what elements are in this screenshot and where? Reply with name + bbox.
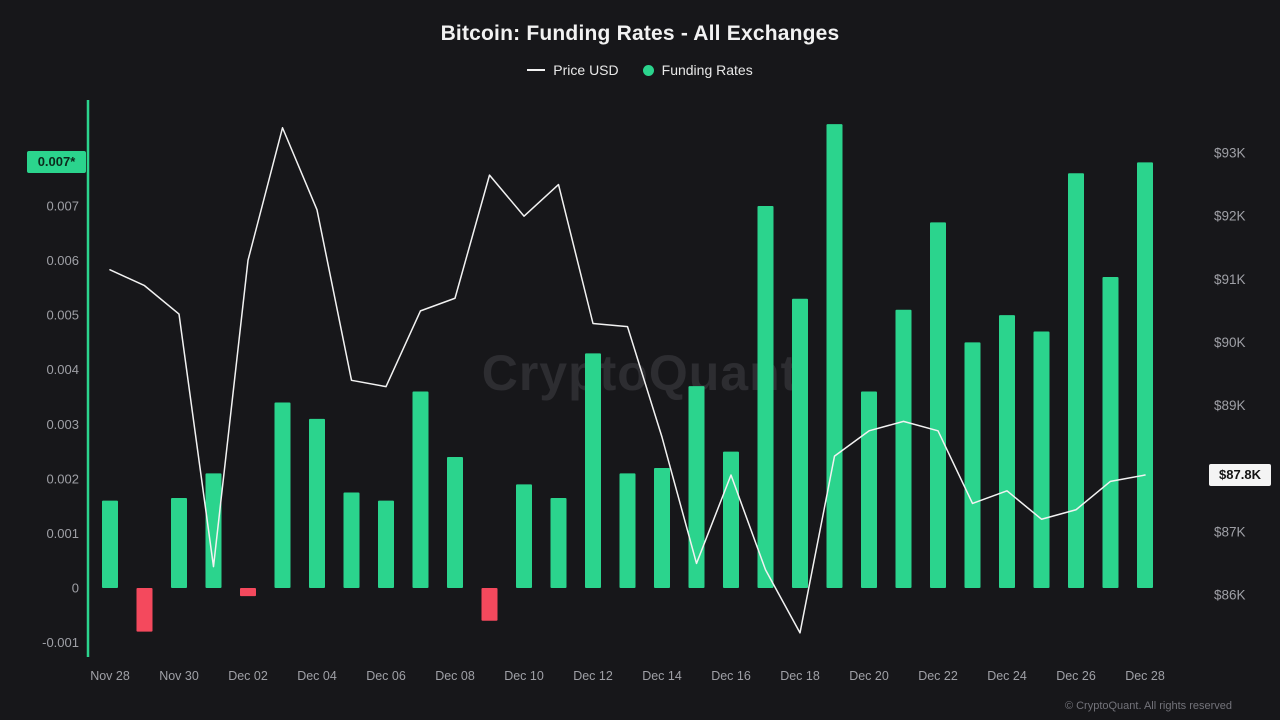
funding-current-badge: 0.007* — [27, 151, 86, 174]
right-axis-tick: $86K — [1214, 588, 1246, 603]
right-axis-tick: $90K — [1214, 335, 1246, 350]
legend-label-funding: Funding Rates — [661, 62, 753, 78]
chart-title: Bitcoin: Funding Rates - All Exchanges — [440, 22, 840, 45]
funding-bar — [826, 124, 843, 589]
funding-bar — [343, 492, 360, 588]
left-axis-tick: 0.001 — [46, 526, 79, 541]
x-axis-tick: Dec 14 — [642, 669, 682, 683]
funding-bar — [688, 386, 705, 588]
funding-bar — [1137, 162, 1153, 589]
x-axis-tick: Dec 24 — [987, 669, 1027, 683]
price-line-swatch-icon — [527, 69, 546, 71]
price-line — [109, 127, 1146, 634]
funding-bar — [412, 391, 429, 588]
x-axis-tick: Nov 28 — [90, 669, 130, 683]
funding-bar — [757, 206, 774, 589]
x-axis-tick: Dec 06 — [366, 669, 406, 683]
x-axis-tick: Dec 28 — [1125, 669, 1165, 683]
right-axis-tick: $93K — [1214, 146, 1246, 161]
right-axis-tick: $87K — [1214, 524, 1246, 539]
left-axis-tick: 0.002 — [46, 471, 79, 486]
funding-bar — [516, 484, 532, 588]
funding-bar — [723, 451, 739, 588]
left-axis-tick: 0.006 — [46, 253, 79, 268]
left-axis-tick: -0.001 — [42, 635, 79, 650]
x-axis-tick: Dec 22 — [918, 669, 958, 683]
copyright-note: © CryptoQuant. All rights reserved — [1064, 700, 1232, 712]
left-axis-tick: 0.005 — [46, 308, 79, 323]
watermark: CryptoQuant — [481, 345, 799, 401]
price-current-badge: $87.8K — [1209, 464, 1271, 487]
legend-label-price: Price USD — [553, 62, 619, 78]
funding-bar — [792, 298, 808, 588]
x-axis-tick: Dec 18 — [780, 669, 820, 683]
funding-bar — [1102, 276, 1119, 588]
legend-item-funding[interactable]: Funding Rates — [642, 62, 753, 78]
funding-bar — [550, 497, 567, 588]
funding-bar — [585, 353, 601, 588]
x-axis-tick: Dec 02 — [228, 669, 268, 683]
left-axis-tick: 0.003 — [46, 417, 79, 432]
funding-bar — [447, 457, 463, 588]
funding-bar — [309, 418, 325, 588]
funding-bar — [619, 473, 636, 588]
left-axis-tick: 0.007 — [46, 199, 79, 214]
legend-item-price[interactable]: Price USD — [527, 62, 619, 78]
x-axis-tick: Dec 20 — [849, 669, 889, 683]
funding-bar — [861, 391, 877, 588]
funding-bar — [102, 500, 118, 588]
funding-bar — [654, 467, 670, 588]
funding-bar — [240, 588, 256, 597]
funding-bar — [895, 309, 912, 588]
x-axis-tick: Dec 26 — [1056, 669, 1096, 683]
funding-bar — [964, 342, 981, 588]
funding-bar — [378, 500, 394, 588]
funding-bar — [171, 497, 187, 588]
funding-bar — [274, 402, 291, 588]
right-axis-tick: $91K — [1214, 272, 1246, 287]
x-axis-tick: Dec 16 — [711, 669, 751, 683]
right-axis-tick: $92K — [1214, 209, 1246, 224]
x-axis-tick: Dec 12 — [573, 669, 613, 683]
funding-bar — [1068, 173, 1084, 588]
funding-bar — [999, 315, 1015, 588]
left-axis-tick: 0.004 — [46, 362, 79, 377]
funding-bar — [1033, 331, 1050, 588]
funding-bar — [205, 473, 222, 588]
funding-dot-swatch-icon — [642, 64, 654, 76]
legend: Price USD Funding Rates — [0, 62, 1280, 78]
funding-bar — [930, 222, 946, 588]
x-axis-tick: Dec 08 — [435, 669, 475, 683]
right-axis-tick: $89K — [1214, 398, 1246, 413]
x-axis-tick: Nov 30 — [159, 669, 199, 683]
left-axis-tick: 0 — [72, 581, 79, 596]
funding-bar — [136, 588, 153, 632]
x-axis-tick: Dec 04 — [297, 669, 337, 683]
funding-bar — [481, 588, 498, 621]
x-axis-tick: Dec 10 — [504, 669, 544, 683]
